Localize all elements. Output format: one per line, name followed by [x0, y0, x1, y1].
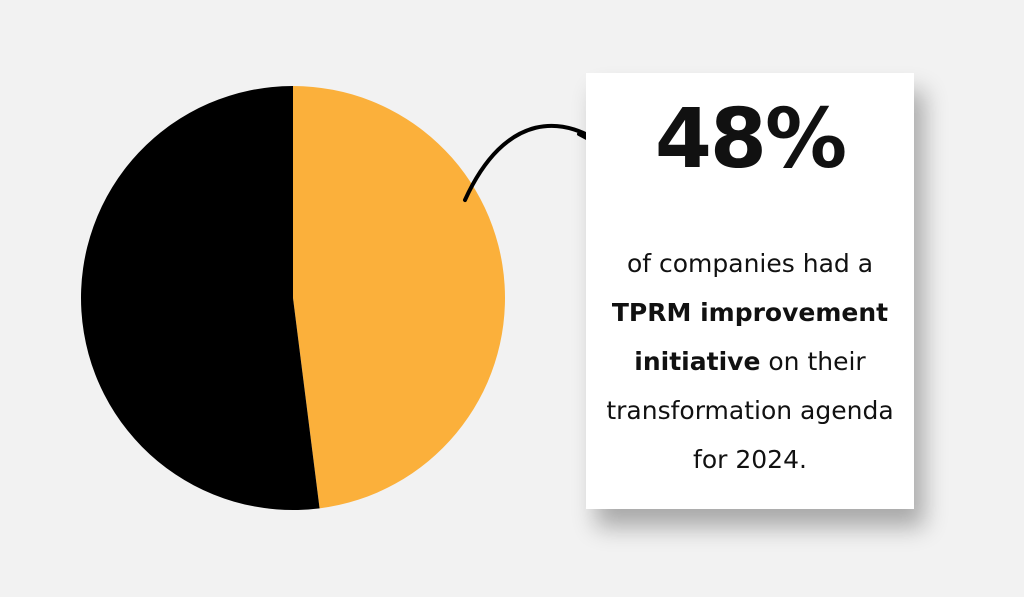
stat-line-2-bold: TPRM improvement: [611, 298, 889, 327]
stat-line-5: for 2024.: [586, 435, 914, 484]
stat-card: 48% of companies had a TPRM improvement …: [586, 73, 914, 509]
stat-line-2: TPRM improvement: [586, 288, 914, 337]
pie-slice-2: [81, 86, 320, 510]
stat-line-3-bold: initiative: [634, 347, 761, 376]
stat-line-3: initiative on their: [586, 337, 914, 386]
stat-value: 48%: [654, 92, 847, 187]
pie-slices: [81, 86, 506, 510]
stat-line-5-text: for 2024.: [693, 445, 807, 474]
stat-line-1: of companies had a: [586, 239, 914, 288]
pie-slice-1: [293, 86, 506, 509]
stat-line-4-text: transformation agenda: [606, 396, 894, 425]
stat-line-4: transformation agenda: [586, 386, 914, 435]
stat-line-3-text: on their: [760, 347, 866, 376]
stat-description: of companies had a TPRM improvement init…: [586, 239, 914, 484]
stat-line-1-text: of companies had a: [626, 249, 874, 278]
